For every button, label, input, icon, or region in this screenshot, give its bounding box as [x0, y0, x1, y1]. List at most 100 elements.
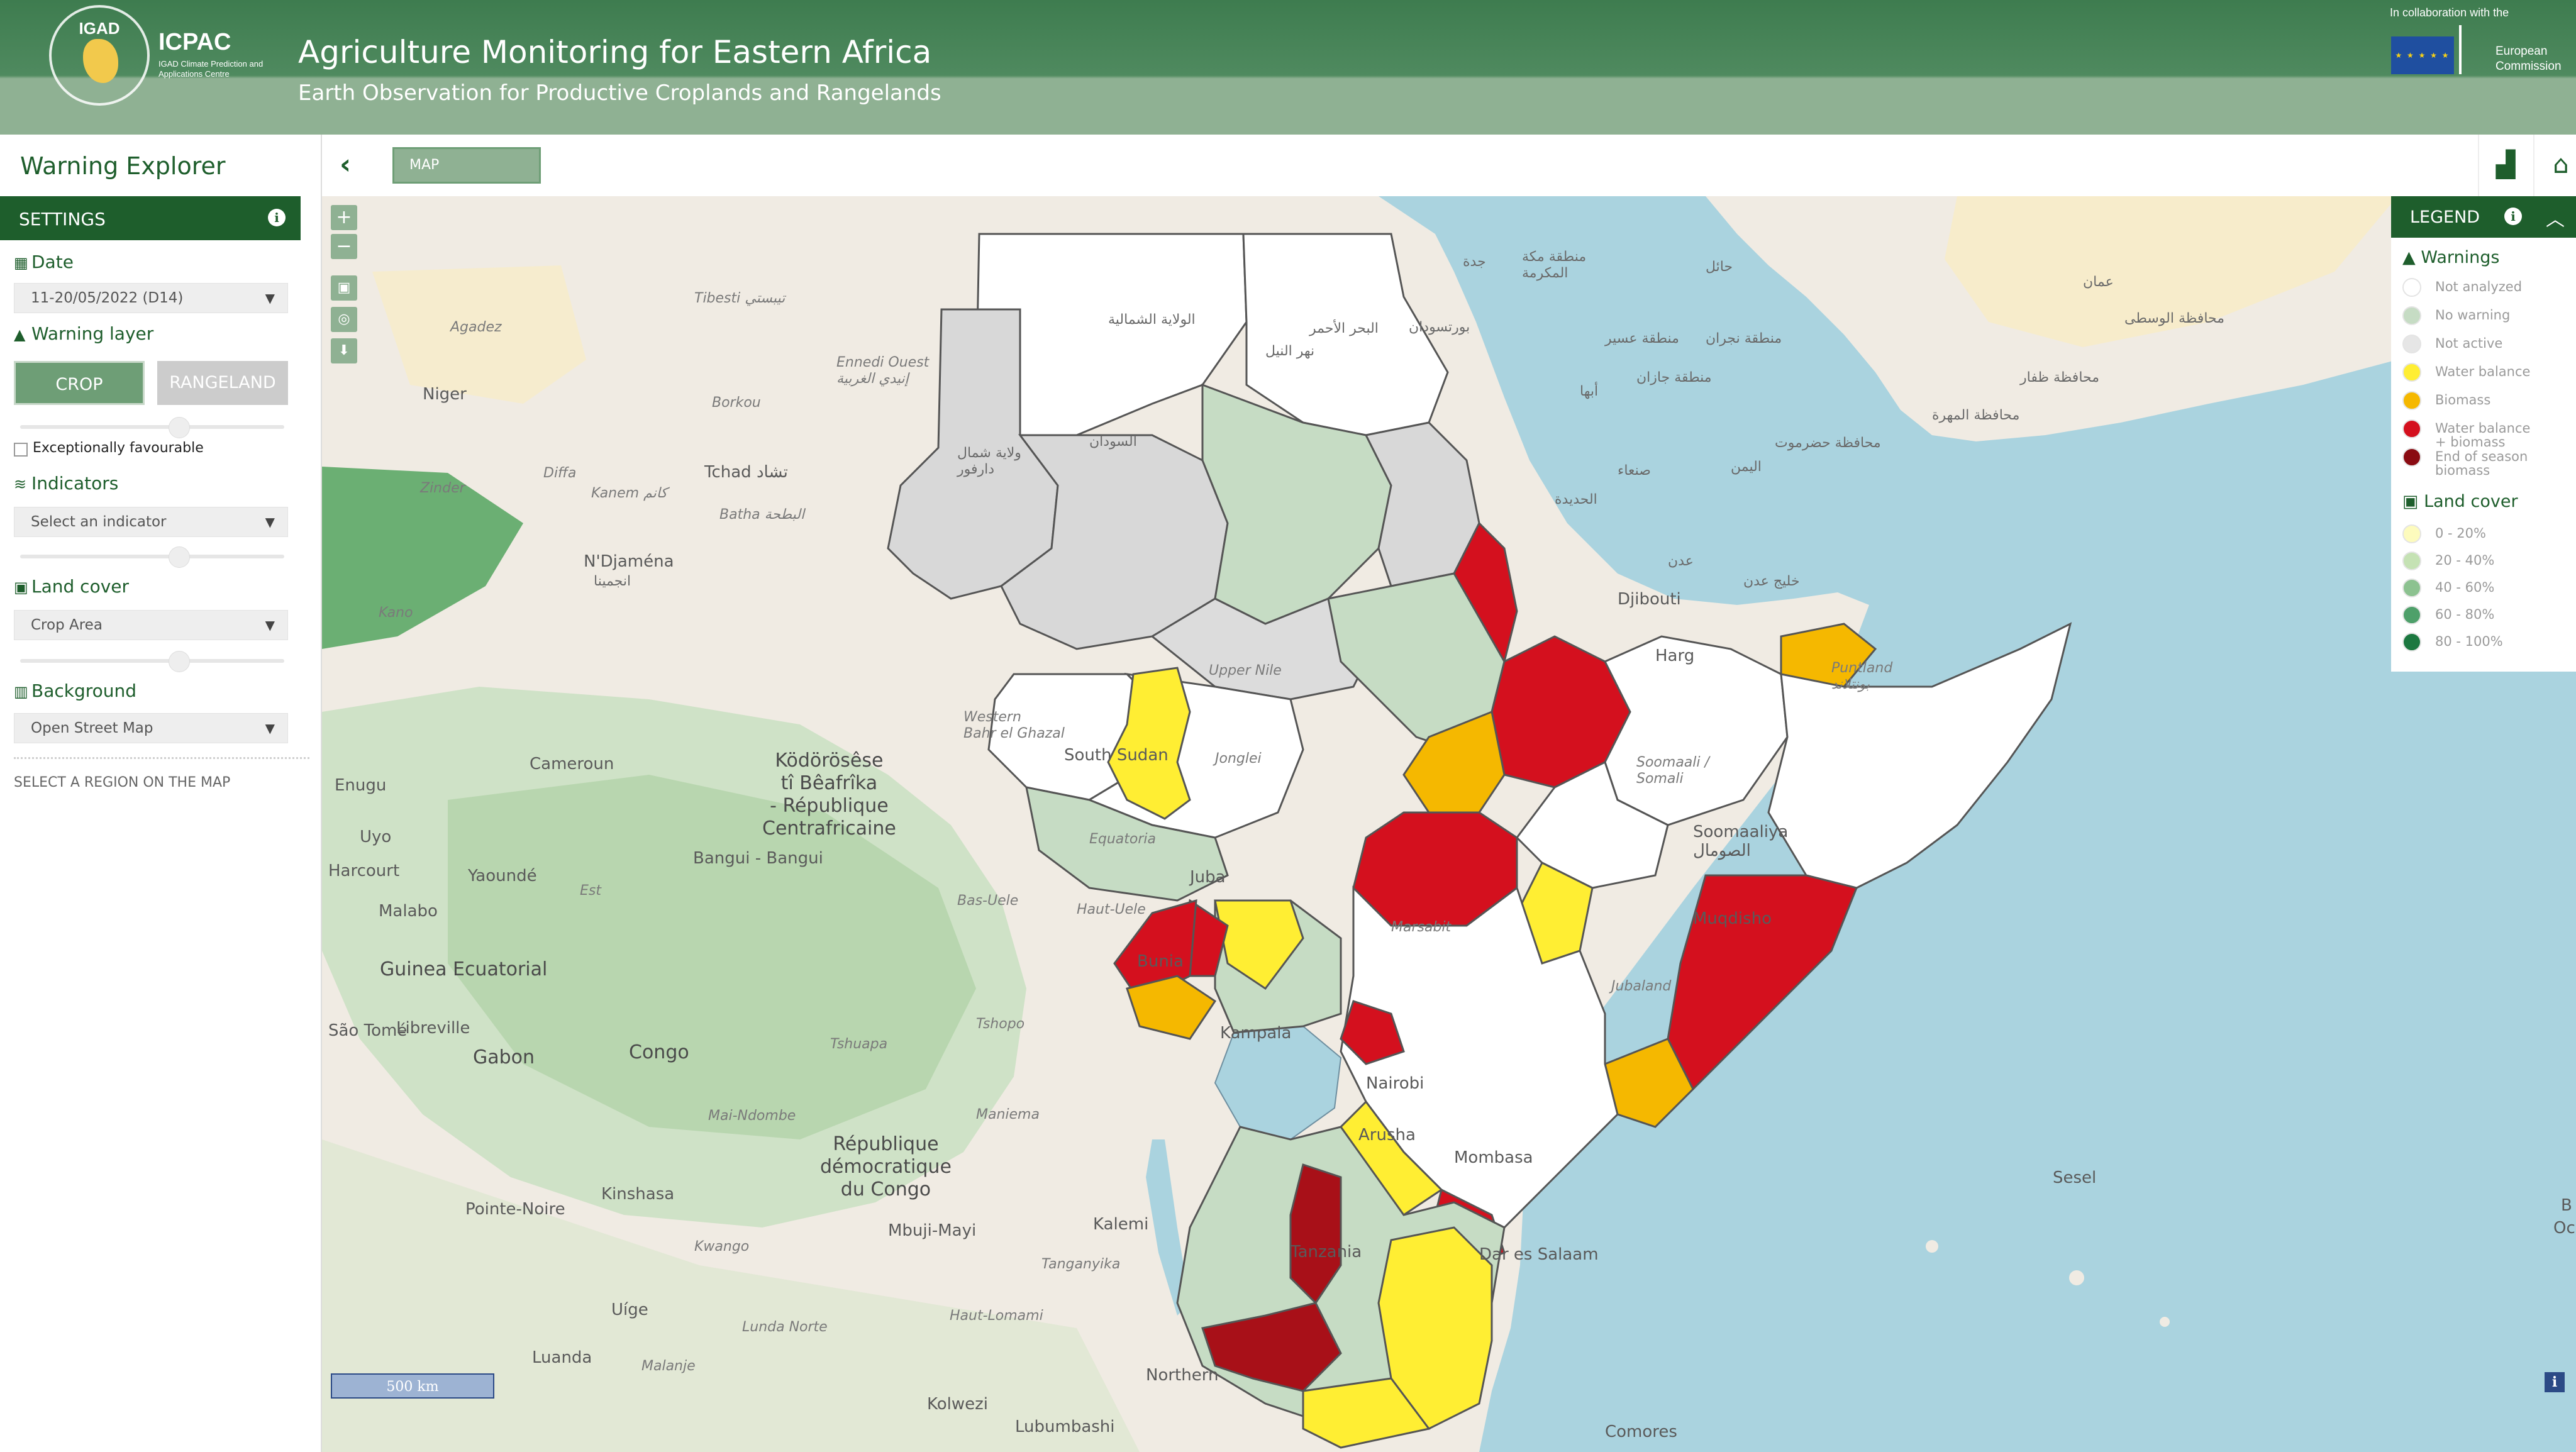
background-select[interactable]: Open Street Map ▼ — [14, 713, 288, 743]
legend-swatch — [2402, 579, 2421, 597]
app-subtitle: Earth Observation for Productive Croplan… — [298, 80, 941, 106]
legend-label: Water balance — [2435, 364, 2531, 379]
map-label: السودان — [1089, 434, 1137, 450]
legend-label: 0 - 20% — [2435, 526, 2486, 541]
map-label: اليمن — [1731, 459, 1762, 475]
region-not-active[interactable] — [1000, 434, 1229, 650]
legend-label: 60 - 80% — [2435, 607, 2495, 622]
slider-handle[interactable] — [169, 546, 190, 568]
map-icon: ▥ — [14, 683, 28, 701]
info-icon[interactable]: i — [268, 209, 286, 226]
date-select[interactable]: 11-20/05/2022 (D14) ▼ — [14, 283, 288, 313]
region-not-analyzed[interactable] — [1767, 622, 2072, 889]
map-label: Juba — [1190, 868, 1226, 887]
region-warning-water-biomass[interactable] — [1340, 1000, 1405, 1065]
region-warning-water-balance[interactable] — [1107, 667, 1191, 820]
map-label: Djibouti — [1618, 590, 1681, 609]
legend-swatch — [2402, 633, 2421, 651]
tab-map[interactable]: MAP — [392, 147, 541, 184]
slider-handle[interactable] — [169, 417, 190, 438]
map-label: خليج عدن — [1743, 574, 1800, 589]
map-label: Comores — [1605, 1422, 1677, 1441]
legend-swatch — [2402, 551, 2421, 570]
map-label: Kanem كانم — [591, 485, 667, 501]
zoom-in-button[interactable]: + — [331, 205, 357, 230]
map-view[interactable]: Niger Agadez Tibesti تيبستي Ennedi Ouest… — [322, 196, 2576, 1452]
map-label: محافظة الوسطى — [2124, 311, 2225, 326]
region-warning-water-balance[interactable] — [1302, 1377, 1431, 1449]
divider — [2478, 135, 2479, 196]
map-label: منطقة نجران — [1706, 331, 1782, 346]
map-label: Jonglei — [1215, 751, 1262, 767]
map-label: محافظة حضرموت — [1775, 435, 1881, 451]
map-label: Libreville — [396, 1019, 470, 1038]
region-no-warning[interactable] — [1025, 786, 1229, 902]
map-label: محافظة ظفار — [2020, 370, 2100, 385]
map-label: أبها — [1580, 384, 1599, 399]
chevron-up-icon[interactable]: ︿ — [2546, 209, 2565, 231]
download-icon[interactable]: ⬇ — [331, 338, 357, 363]
eu-commission-logo — [2459, 25, 2497, 74]
legend-swatch — [2402, 448, 2421, 467]
slider-handle[interactable] — [169, 651, 190, 672]
image-export-icon[interactable]: ▣ — [331, 275, 357, 301]
legend-panel: LEGEND i ︿ ▲ Warnings Not analyzed No war… — [2391, 196, 2576, 672]
legend-swatch — [2402, 363, 2421, 382]
region-warning-end-of-season[interactable] — [1201, 1302, 1342, 1392]
legend-warnings-title: ▲ Warnings — [2402, 248, 2500, 267]
legend-header[interactable]: LEGEND i ︿ — [2391, 196, 2576, 238]
chevron-left-icon[interactable]: ‹ — [340, 148, 352, 180]
warning-opacity-slider[interactable] — [20, 417, 284, 438]
region-not-analyzed[interactable] — [1516, 760, 1669, 889]
igad-logo[interactable]: IGAD — [49, 5, 150, 106]
crop-button[interactable]: CROP — [14, 361, 145, 405]
region-warning-water-biomass[interactable] — [1667, 874, 1858, 1091]
region-warning-biomass[interactable] — [1604, 1038, 1694, 1128]
region-warning-water-balance[interactable] — [1377, 1226, 1493, 1430]
map-label: Tibesti تيبستي — [694, 291, 786, 306]
map-label: Tanganyika — [1041, 1256, 1121, 1272]
attribution-info-icon[interactable]: i — [2545, 1372, 2565, 1392]
map-canvas[interactable] — [322, 196, 2576, 1452]
zoom-out-button[interactable]: − — [331, 234, 357, 259]
eu-stars-icon: ★ ★ ★ ★ ★ — [2395, 51, 2450, 60]
map-label: Oc — [2553, 1219, 2575, 1238]
book-reader-icon[interactable]: ▟ — [2496, 150, 2516, 179]
map-label: Tanzania — [1291, 1243, 1362, 1261]
map-label: Marsabit — [1391, 919, 1452, 935]
region-not-analyzed[interactable] — [1603, 635, 1789, 826]
map-label: Ennedi Ouest إنيدي الغربية — [836, 355, 930, 387]
land-cover-opacity-slider[interactable] — [20, 651, 284, 672]
map-label: منطقة جازان — [1636, 370, 1712, 385]
region-warning-water-biomass[interactable] — [1453, 521, 1518, 664]
region-not-active[interactable] — [887, 308, 1059, 600]
info-icon[interactable]: i — [2504, 208, 2522, 225]
locate-icon[interactable]: ◎ — [331, 307, 357, 332]
map-label: Malanje — [641, 1358, 696, 1374]
map-label: صنعاء — [1618, 463, 1651, 479]
map-label: Kolwezi — [927, 1395, 989, 1414]
home-icon[interactable]: ⌂ — [2553, 150, 2569, 179]
indicator-opacity-slider[interactable] — [20, 546, 284, 568]
org-subtitle: IGAD Climate Prediction and Applications… — [158, 59, 264, 79]
select-region-hint: SELECT A REGION ON THE MAP — [14, 775, 231, 790]
legend-swatch — [2402, 335, 2421, 353]
region-warning-water-balance[interactable] — [1214, 899, 1304, 990]
legend-label: Not active — [2435, 336, 2503, 351]
map-label: Yaoundé — [468, 867, 537, 885]
legend-label: Not analyzed — [2435, 279, 2523, 294]
dense-forest-area — [322, 467, 523, 649]
region-warning-biomass[interactable] — [1126, 975, 1217, 1040]
indicator-select[interactable]: Select an indicator ▼ — [14, 507, 288, 537]
region-not-analyzed[interactable] — [1340, 885, 1619, 1229]
desert-area — [1945, 196, 2397, 347]
legend-label: Biomass — [2435, 392, 2491, 407]
map-label: Tshopo — [976, 1016, 1025, 1032]
exceptionally-favourable-checkbox[interactable] — [14, 443, 28, 457]
map-label: Kalemi — [1093, 1215, 1149, 1234]
land-cover-select[interactable]: Crop Area ▼ — [14, 610, 288, 640]
indicators-title: ≋ Indicators — [14, 473, 119, 494]
map-label: Agadez — [450, 319, 502, 335]
rangeland-button[interactable]: RANGELAND — [157, 361, 288, 405]
chevron-down-icon: ▼ — [265, 721, 275, 736]
